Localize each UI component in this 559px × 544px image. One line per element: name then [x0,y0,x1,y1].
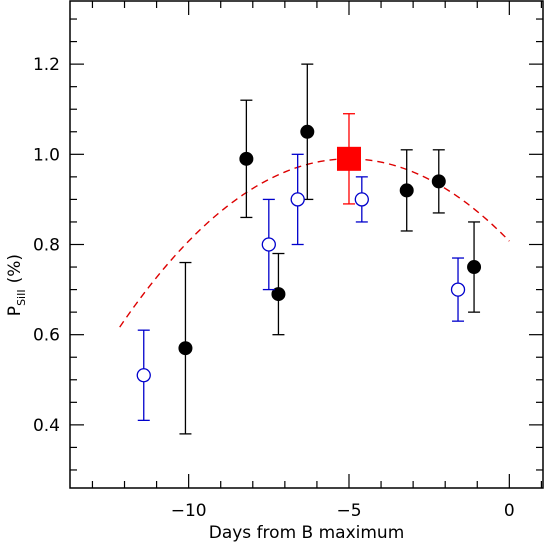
data-point-group [431,149,446,214]
data-point-group [399,149,414,232]
data-point-filled-circle [431,174,446,189]
data-point-group [450,257,466,322]
axis-ticks [70,1,543,488]
data-point-group [354,176,369,223]
data-point-filled-circle [399,183,414,198]
data-point-filled-circle [178,341,193,356]
data-point-group [300,63,315,201]
y-axis-label-main: P [5,306,25,316]
data-point-open-circle [354,192,369,207]
data-point-open-circle [136,368,151,383]
x-axis-label: Days from B maximum [209,523,405,543]
data-point-filled-circle [300,124,315,139]
y-tick-label: 1.2 [33,55,60,75]
data-point-open-circle [450,282,466,297]
data-point-group [290,153,305,246]
fit-curve [119,158,510,328]
data-point-group [136,329,151,422]
y-tick-label: 0.6 [33,326,60,346]
x-tick-label: −10 [171,501,207,521]
data-point-group [239,99,254,219]
data-point-group [178,261,193,435]
plot-frame [69,0,544,489]
data-point-group [271,252,286,336]
x-tick-label: −5 [336,501,361,521]
data-point-group [261,198,276,291]
y-axis-label-unit: (%) [5,254,25,283]
data-point-group [467,221,482,313]
x-tick-label: 0 [504,501,515,521]
data-point-filled-circle [467,260,482,275]
data-point-group [336,113,361,205]
data-point-filled-circle [239,151,254,166]
y-tick-label: 0.4 [33,416,60,436]
fit-curve-group [119,158,510,328]
data-point-open-circle [290,192,305,207]
y-tick-label: 1.0 [33,145,60,165]
data-point-filled-circle [271,287,286,302]
data-points [136,63,482,435]
y-tick-label: 0.8 [33,236,60,256]
y-axis-label: PSiII (%) [5,254,28,316]
tick-labels: −10 −5 0 0.4 0.6 0.8 1.0 1.2 [33,55,515,521]
data-point-open-circle [261,237,276,252]
y-axis-label-sub: SiII [15,289,28,306]
data-point-filled-square [336,146,361,171]
